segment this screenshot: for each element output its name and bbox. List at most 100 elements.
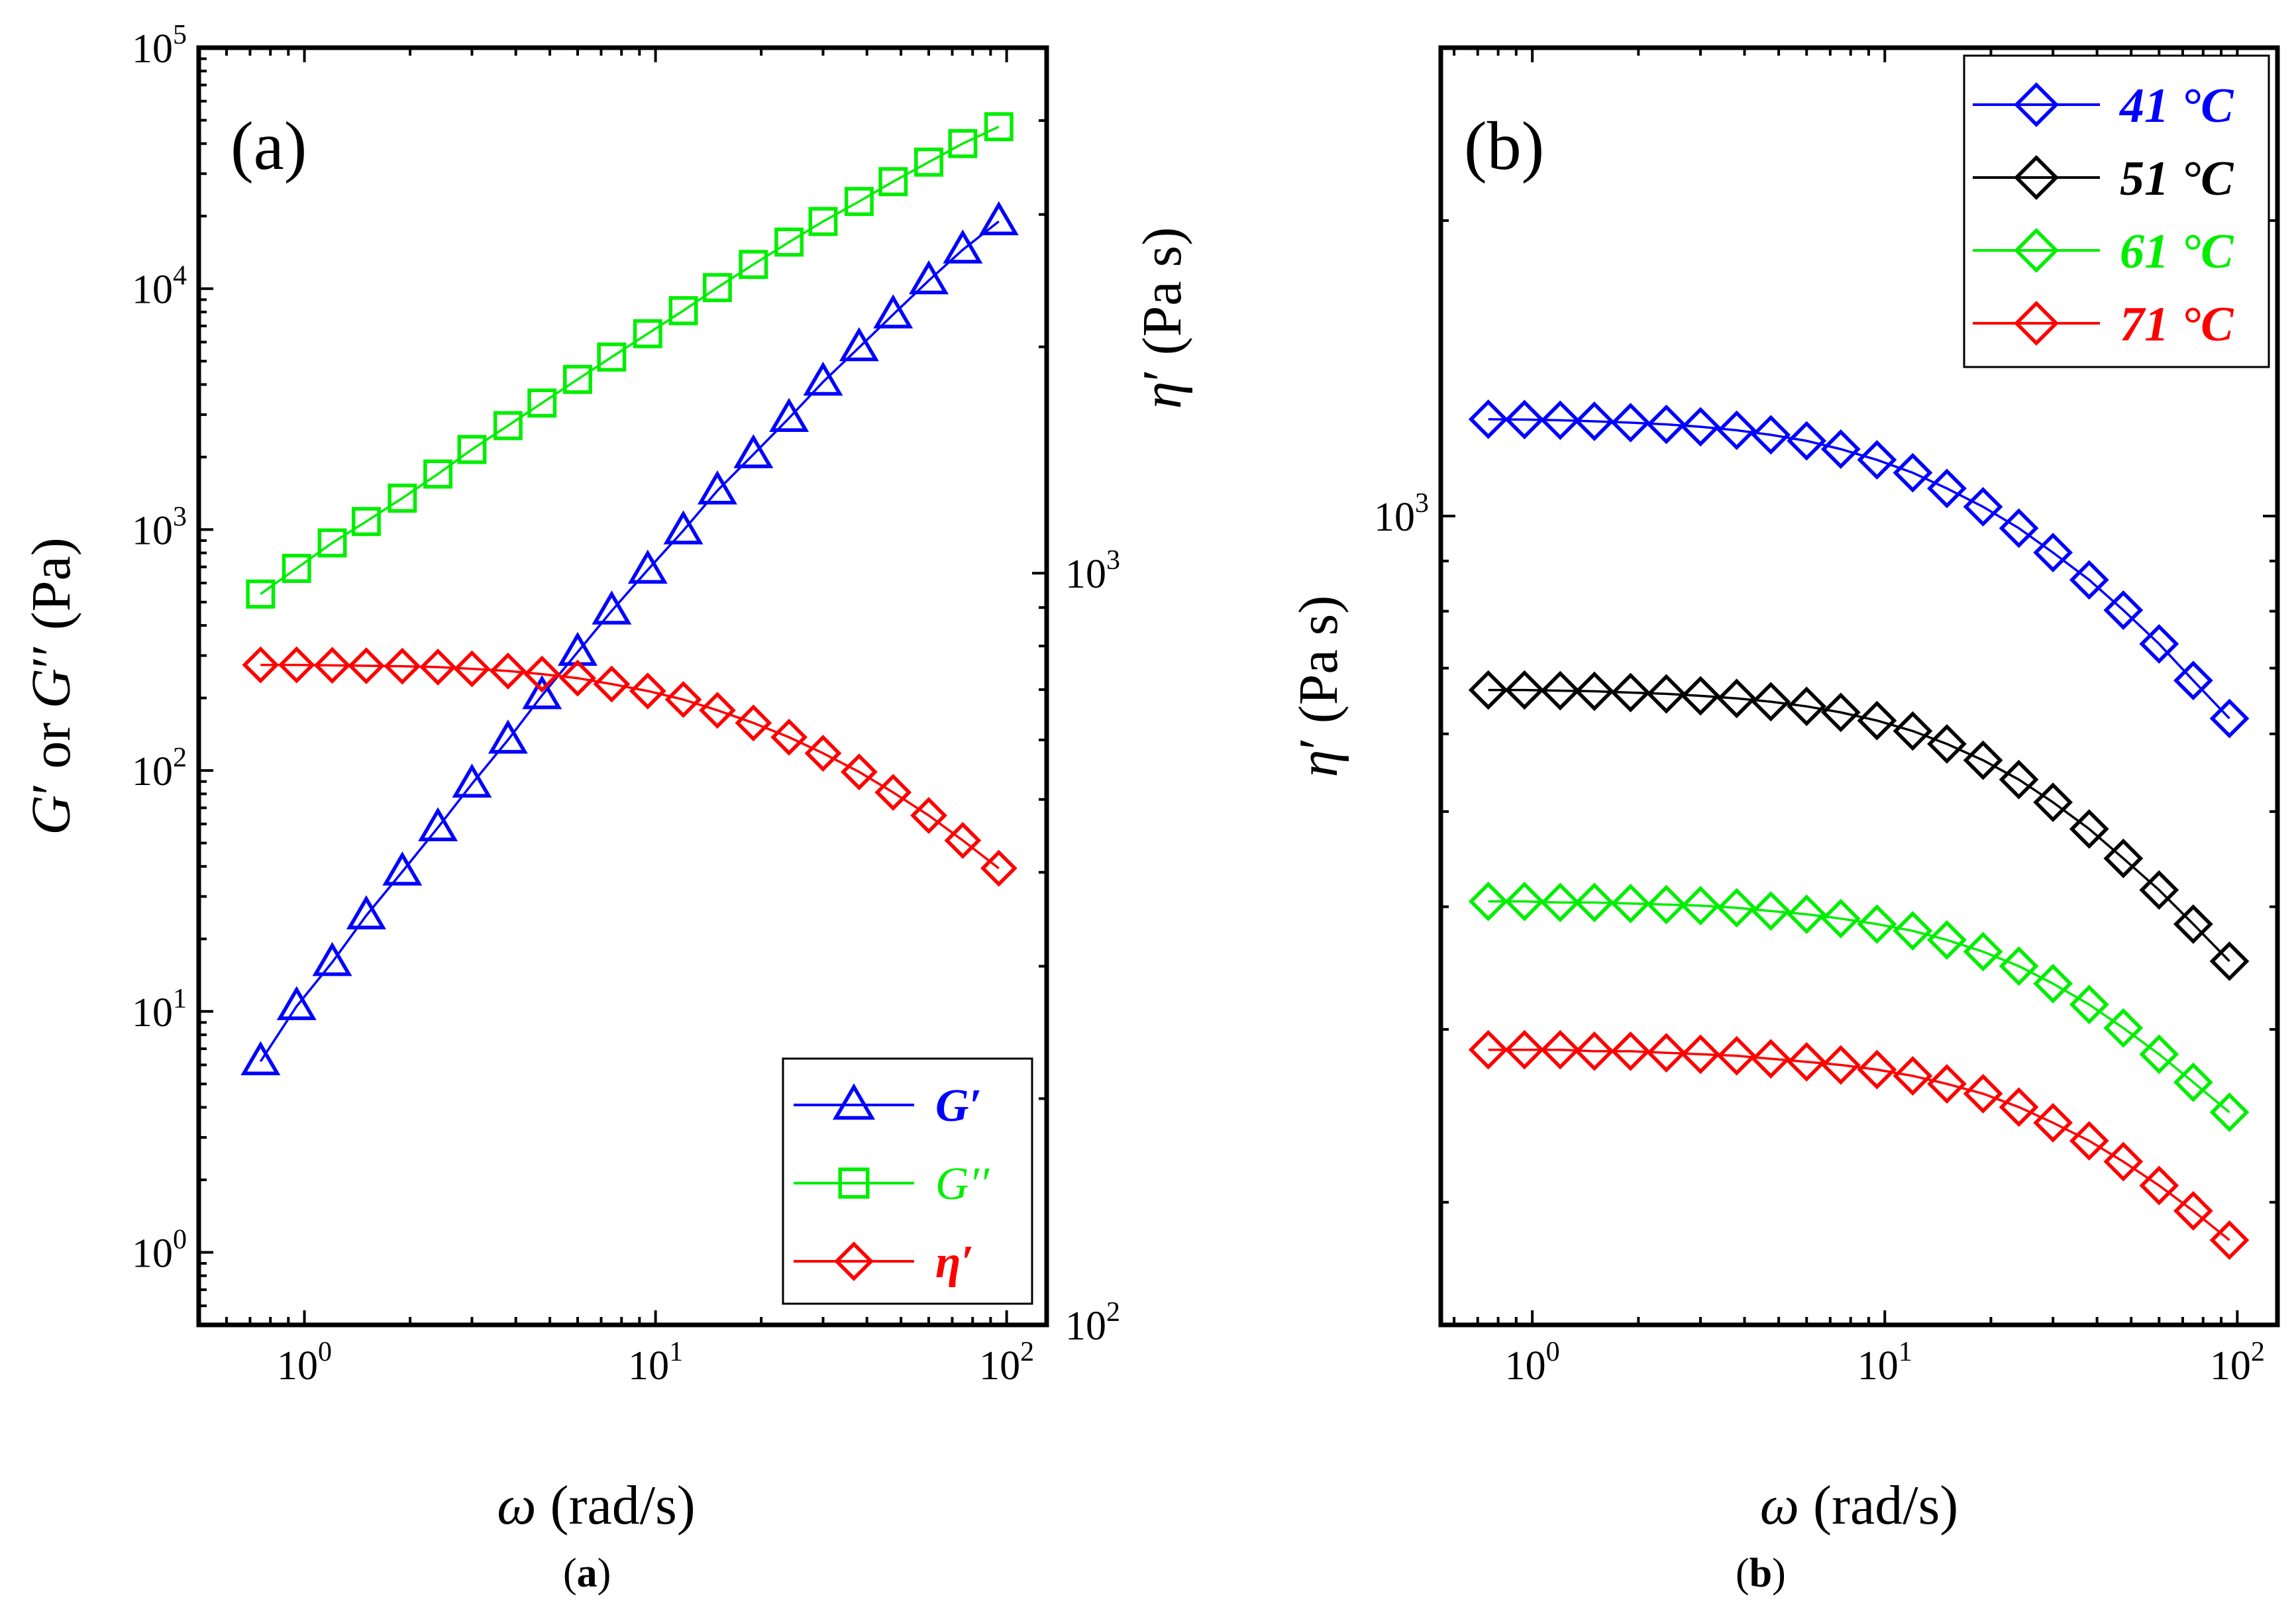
x-tick-label-base: 10 [2210, 1343, 2251, 1388]
data-point [1927, 920, 1967, 960]
data-point [527, 388, 557, 418]
y-right-axis-label: η′ (Pa s) [1131, 227, 1193, 409]
panel-label: (b) [1464, 108, 1544, 184]
data-point [278, 646, 315, 684]
y-left-tick-label-base: 10 [132, 268, 173, 313]
data-point [1468, 670, 1508, 710]
series-line [259, 220, 1000, 1063]
data-point [1468, 881, 1508, 921]
data-point [2209, 698, 2250, 739]
data-point [2173, 1190, 2213, 1231]
y-left-axis-label: G′ or G′′ (Pa) [21, 537, 82, 835]
y-left-label-unit: (Pa) [21, 537, 82, 644]
data-point [1716, 410, 1757, 450]
y-left-tick-label-base: 10 [132, 26, 173, 72]
y-right-tick-label: 102 [1065, 1297, 1120, 1349]
data-point [627, 549, 668, 584]
data-point [2173, 1062, 2213, 1102]
data-point [1646, 884, 1687, 925]
y-right-tick-label: 103 [1065, 545, 1120, 597]
data-point [1787, 1042, 1827, 1082]
data-point [2103, 838, 2144, 878]
data-point [2069, 560, 2109, 600]
data-point [1963, 487, 2003, 527]
data-point [633, 319, 662, 348]
data-point [523, 655, 561, 693]
data-point [1646, 404, 1687, 445]
data-point [1787, 894, 1827, 935]
x-axis-label-unit: (rad/s) [537, 1475, 696, 1536]
data-point [668, 296, 698, 325]
data-point [803, 361, 843, 396]
data-point [1857, 1049, 1897, 1090]
data-point [984, 112, 1014, 142]
data-point [419, 649, 456, 686]
data-point [592, 590, 632, 625]
data-point [1716, 678, 1757, 719]
x-axis-label-symbol: ω [497, 1475, 536, 1536]
x-tick-label: 101 [1857, 1337, 1912, 1388]
data-point [1468, 399, 1508, 439]
x-tick-label-base: 10 [1505, 1343, 1546, 1388]
data-point [769, 397, 809, 432]
y-right-tick-label-base: 10 [1065, 1304, 1106, 1349]
data-point [1681, 407, 1720, 447]
data-point [1574, 671, 1614, 711]
x-tick-label: 101 [628, 1337, 683, 1388]
caption-b-close: ) [1772, 1551, 1786, 1596]
legend-label: 51 °C [2120, 152, 2234, 206]
x-tick-label-exp: 0 [318, 1337, 332, 1367]
series-line [1488, 900, 2230, 1114]
data-point [1540, 670, 1581, 711]
data-point [943, 229, 983, 264]
data-point [388, 484, 417, 513]
data-point [1681, 886, 1720, 926]
data-point [317, 528, 347, 558]
data-point [240, 1041, 281, 1076]
data-point [2069, 984, 2109, 1025]
y-left-tick-label-base: 10 [132, 990, 173, 1035]
panel-label: (a) [231, 108, 307, 184]
data-point [2209, 1092, 2250, 1132]
data-point [1751, 415, 1791, 455]
data-point [493, 411, 523, 441]
data-point [488, 719, 528, 754]
data-point [457, 435, 487, 464]
data-point [1927, 724, 1967, 764]
data-point [697, 470, 737, 505]
y-right-label-prime: ′ [1131, 369, 1193, 381]
data-point [844, 187, 874, 217]
y-left-label-g1: G [21, 795, 82, 835]
data-point [1787, 421, 1827, 461]
data-point [1820, 898, 1861, 939]
y-left-tick-label-exp: 5 [173, 20, 187, 50]
data-point [563, 364, 592, 394]
data-point [1820, 429, 1861, 469]
data-point [1574, 401, 1614, 441]
data-point [1893, 711, 1933, 751]
data-point [948, 129, 978, 158]
data-point [909, 260, 949, 295]
y-left-tick-label-exp: 2 [173, 743, 187, 773]
data-point [346, 895, 386, 929]
data-point [808, 207, 838, 236]
caption-a-open: ( [563, 1551, 577, 1596]
data-point [384, 647, 421, 685]
data-point [1681, 1034, 1720, 1074]
y-left-tick-label-base: 10 [132, 508, 173, 553]
data-point [873, 294, 913, 329]
data-point [1751, 1039, 1791, 1079]
data-point [874, 774, 912, 811]
data-point [2033, 963, 2073, 1004]
data-point [1857, 700, 1897, 741]
data-point [1999, 946, 2039, 986]
series-0 [1468, 399, 2250, 739]
data-point [2139, 1165, 2179, 1206]
data-point [2173, 660, 2213, 701]
legend-b: 41 °C 51 °C 61 °C 71 °C [1963, 54, 2270, 368]
data-point [980, 849, 1018, 887]
data-point [1999, 1087, 2039, 1127]
x-tick-label-exp: 2 [1020, 1337, 1034, 1367]
data-point [1504, 399, 1545, 440]
data-point [1540, 1029, 1581, 1070]
